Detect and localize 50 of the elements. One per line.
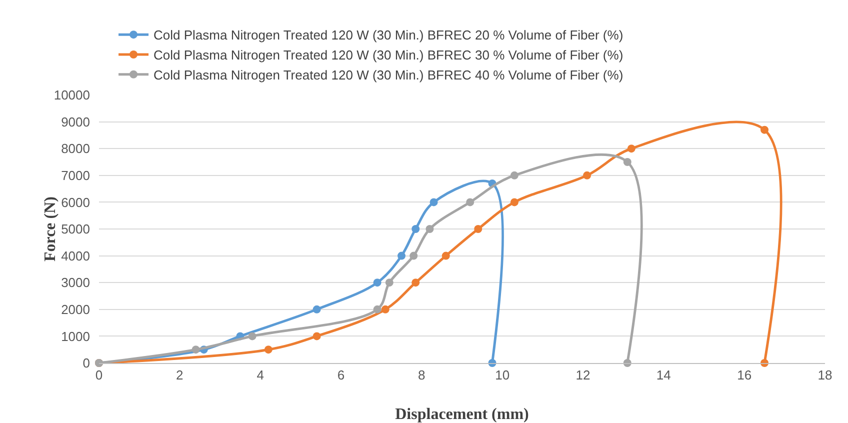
legend-label: Cold Plasma Nitrogen Treated 120 W (30 Min.) BFREC 20 % Volume of Fiber (%) bbox=[154, 28, 624, 43]
point bbox=[760, 126, 768, 134]
x-tick-label: 6 bbox=[337, 368, 345, 383]
point bbox=[412, 278, 420, 287]
point bbox=[385, 278, 394, 287]
point bbox=[583, 171, 592, 180]
point bbox=[430, 198, 438, 206]
legend-label: Cold Plasma Nitrogen Treated 120 W (30 Min.) BFREC 30 % Volume of Fiber (%) bbox=[154, 48, 624, 63]
point bbox=[510, 198, 518, 206]
point bbox=[373, 278, 382, 287]
point bbox=[312, 332, 321, 340]
y-tick-label: 5000 bbox=[61, 222, 90, 237]
point bbox=[264, 346, 272, 354]
x-tick-label: 16 bbox=[737, 368, 752, 383]
x-tick-label: 8 bbox=[418, 368, 426, 383]
y-tick-label: 9000 bbox=[61, 114, 90, 130]
point bbox=[373, 305, 382, 314]
y-axis-title: Force (N) bbox=[42, 196, 60, 262]
x-tick-label: 2 bbox=[176, 368, 184, 383]
point bbox=[410, 252, 418, 260]
x-tick-label: 10 bbox=[495, 368, 510, 383]
point bbox=[623, 158, 632, 166]
point bbox=[426, 225, 434, 233]
x-tick-label: 12 bbox=[576, 368, 590, 383]
y-tick-label: 0 bbox=[82, 356, 90, 371]
legend-label: Cold Plasma Nitrogen Treated 120 W (30 Min.) BFREC 40 % Volume of Fiber (%) bbox=[154, 67, 624, 82]
point bbox=[412, 225, 420, 233]
point bbox=[510, 171, 518, 180]
y-tick-label: 2000 bbox=[61, 302, 90, 317]
y-tick-label: 7000 bbox=[61, 168, 90, 183]
y-tick-label: 6000 bbox=[61, 194, 90, 210]
point bbox=[248, 332, 256, 340]
y-tick-label: 4000 bbox=[61, 248, 90, 264]
y-tick-label: 3000 bbox=[61, 275, 90, 290]
x-tick-label: 4 bbox=[256, 368, 264, 383]
point bbox=[381, 305, 390, 314]
x-axis-title: Displacement (mm) bbox=[395, 406, 529, 423]
y-tick-label: 10000 bbox=[54, 88, 90, 103]
x-tick-label: 18 bbox=[818, 368, 832, 383]
point bbox=[442, 252, 450, 260]
y-tick-label: 8000 bbox=[61, 141, 90, 156]
point bbox=[627, 144, 636, 153]
point bbox=[466, 198, 474, 206]
point bbox=[474, 225, 482, 233]
x-tick-label: 0 bbox=[95, 368, 103, 383]
y-tick-label: 1000 bbox=[61, 328, 90, 344]
point bbox=[312, 305, 321, 314]
point bbox=[398, 252, 406, 260]
x-tick-label: 14 bbox=[656, 368, 671, 383]
point bbox=[192, 346, 200, 354]
